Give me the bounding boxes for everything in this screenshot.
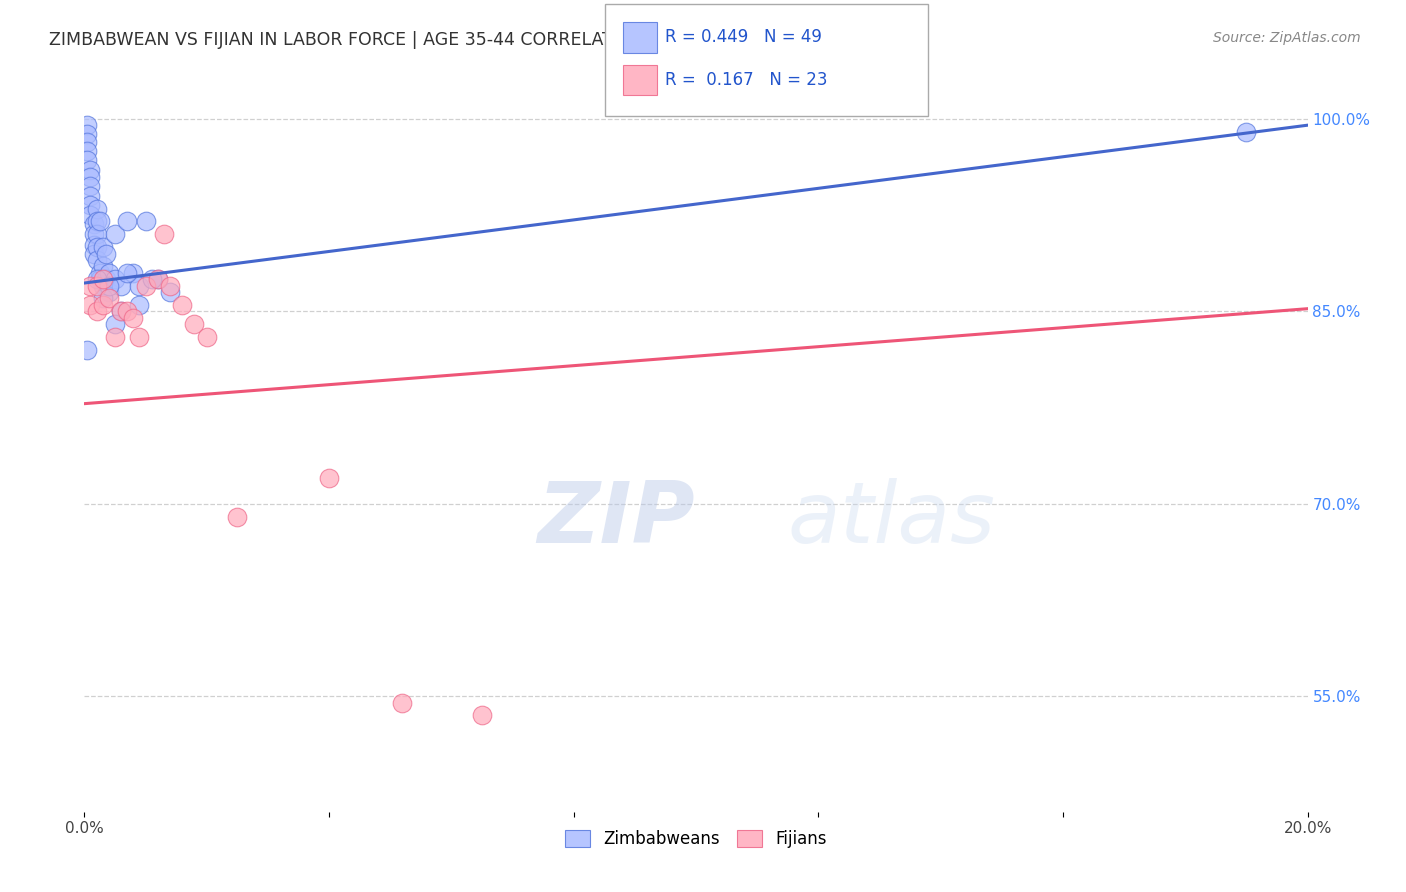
Point bbox=[91, 278, 114, 293]
Point bbox=[86, 278, 108, 293]
Point bbox=[86, 214, 108, 228]
Point bbox=[159, 278, 181, 293]
Point bbox=[97, 292, 120, 306]
Point bbox=[76, 144, 98, 158]
Point bbox=[128, 278, 150, 293]
Point bbox=[76, 343, 98, 357]
Text: R =  0.167   N = 23: R = 0.167 N = 23 bbox=[665, 71, 828, 89]
Point bbox=[83, 237, 105, 252]
Point bbox=[141, 272, 163, 286]
Point bbox=[318, 471, 340, 485]
Point bbox=[79, 169, 101, 184]
Point bbox=[159, 285, 181, 299]
Point bbox=[226, 509, 249, 524]
Point bbox=[86, 227, 108, 242]
Point bbox=[83, 227, 105, 242]
Point bbox=[122, 310, 145, 325]
Point bbox=[89, 266, 111, 280]
Text: Source: ZipAtlas.com: Source: ZipAtlas.com bbox=[1213, 31, 1361, 45]
Point bbox=[153, 227, 176, 242]
Point bbox=[128, 298, 150, 312]
Point bbox=[104, 330, 127, 344]
Point bbox=[104, 272, 127, 286]
Point bbox=[91, 272, 114, 286]
Point bbox=[391, 696, 413, 710]
Point bbox=[83, 217, 105, 231]
Point bbox=[94, 246, 117, 260]
Point bbox=[94, 272, 117, 286]
Point bbox=[128, 330, 150, 344]
Point bbox=[110, 278, 132, 293]
Point bbox=[97, 278, 120, 293]
Legend: Zimbabweans, Fijians: Zimbabweans, Fijians bbox=[558, 823, 834, 855]
Point bbox=[86, 252, 108, 267]
Point bbox=[172, 298, 194, 312]
Point bbox=[115, 214, 138, 228]
Point bbox=[91, 240, 114, 254]
Point bbox=[86, 304, 108, 318]
Text: R = 0.449   N = 49: R = 0.449 N = 49 bbox=[665, 29, 823, 46]
Point bbox=[97, 285, 120, 299]
Point bbox=[76, 135, 98, 149]
Y-axis label: In Labor Force | Age 35-44: In Labor Force | Age 35-44 bbox=[0, 340, 8, 552]
Point bbox=[79, 278, 101, 293]
Text: ZIP: ZIP bbox=[537, 477, 695, 561]
Point bbox=[146, 272, 169, 286]
Point bbox=[104, 317, 127, 331]
Point bbox=[76, 118, 98, 132]
Point bbox=[471, 708, 494, 723]
Point bbox=[86, 272, 108, 286]
Point bbox=[183, 317, 205, 331]
Point bbox=[115, 266, 138, 280]
Point bbox=[79, 208, 101, 222]
Point bbox=[110, 304, 132, 318]
Point bbox=[146, 272, 169, 286]
Point bbox=[195, 330, 218, 344]
Text: atlas: atlas bbox=[787, 477, 995, 561]
Point bbox=[104, 227, 127, 242]
Point bbox=[79, 188, 101, 202]
Point bbox=[115, 304, 138, 318]
Point bbox=[135, 214, 157, 228]
Point bbox=[91, 292, 114, 306]
Point bbox=[79, 198, 101, 212]
Point bbox=[79, 178, 101, 193]
Point bbox=[76, 127, 98, 141]
Point bbox=[76, 153, 98, 167]
Point bbox=[89, 272, 111, 286]
Point bbox=[91, 260, 114, 274]
Point bbox=[79, 298, 101, 312]
Point bbox=[86, 240, 108, 254]
Point bbox=[135, 278, 157, 293]
Point bbox=[83, 246, 105, 260]
Point bbox=[1236, 125, 1258, 139]
Point bbox=[110, 304, 132, 318]
Point bbox=[86, 202, 108, 216]
Point bbox=[122, 266, 145, 280]
Point bbox=[91, 298, 114, 312]
Text: ZIMBABWEAN VS FIJIAN IN LABOR FORCE | AGE 35-44 CORRELATION CHART: ZIMBABWEAN VS FIJIAN IN LABOR FORCE | AG… bbox=[49, 31, 709, 49]
Point bbox=[89, 214, 111, 228]
Point bbox=[79, 163, 101, 178]
Point bbox=[97, 266, 120, 280]
